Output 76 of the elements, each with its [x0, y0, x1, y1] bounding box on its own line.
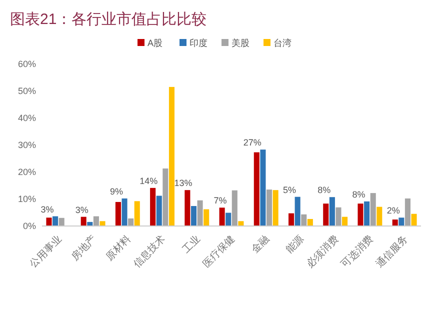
bar: [93, 216, 99, 226]
bar: [376, 206, 382, 226]
bar: [226, 212, 232, 226]
x-tick-label: 房地产: [69, 233, 99, 263]
bar: [301, 214, 307, 226]
data-label: 9%: [110, 186, 123, 196]
data-label: 8%: [318, 185, 331, 196]
bar: [404, 198, 410, 226]
bar: [323, 204, 329, 226]
x-tick-label: 信息技术: [131, 233, 168, 270]
bar: [370, 193, 376, 226]
bar: [254, 152, 260, 226]
legend-label: A股: [148, 38, 163, 48]
chart-title: 图表21：各行业市值占比比较: [10, 11, 207, 28]
bar: [80, 216, 86, 226]
bar: [364, 201, 370, 226]
y-tick-label: 30%: [18, 140, 36, 150]
bar: [266, 190, 272, 226]
bar: [294, 196, 300, 226]
y-tick-label: 0%: [22, 221, 36, 232]
bar: [46, 218, 52, 226]
x-tick-label: 原材料: [104, 233, 134, 263]
bar: [58, 218, 64, 226]
bar: [168, 86, 174, 226]
legend-label: 台湾: [274, 38, 292, 48]
data-label: 2%: [386, 206, 400, 216]
bar: [150, 188, 156, 226]
data-label: 13%: [174, 178, 192, 188]
y-tick-label: 60%: [18, 59, 36, 70]
data-label: 5%: [283, 184, 296, 195]
bar: [197, 200, 203, 226]
bar: [288, 213, 294, 226]
bar: [134, 201, 140, 226]
x-tick-label: 金融: [249, 233, 272, 256]
bar: [156, 196, 162, 226]
legend-label: 印度: [190, 38, 208, 48]
bar: [122, 198, 128, 226]
bar: [342, 216, 348, 226]
bar: [272, 190, 278, 226]
bar: [398, 218, 404, 226]
y-tick-label: 40%: [18, 113, 36, 124]
x-tick-label: 必须消费: [304, 233, 341, 270]
x-tick-label: 能源: [284, 233, 306, 256]
bar: [190, 206, 197, 226]
x-tick-label: 通信服务: [373, 233, 410, 270]
y-tick-label: 20%: [18, 167, 36, 178]
bar: [329, 197, 335, 226]
bar: [115, 202, 121, 226]
y-tick-label: 10%: [18, 194, 36, 204]
data-label: 27%: [243, 138, 262, 148]
data-label: 8%: [352, 189, 366, 200]
x-tick-label: 公用事业: [27, 233, 64, 270]
y-tick-label: 50%: [18, 86, 36, 96]
legend-label: 美股: [232, 38, 250, 48]
x-tick-label: 医疗保健: [200, 233, 238, 270]
data-label: 3%: [75, 204, 88, 215]
bar: [204, 209, 210, 226]
bar: [358, 204, 364, 226]
bar: [260, 150, 266, 226]
x-tick-label: 可选消费: [338, 233, 376, 270]
bar: [307, 218, 313, 226]
bar: [232, 190, 238, 226]
data-label: 7%: [214, 196, 227, 206]
x-tick-label: 工业: [180, 233, 203, 256]
bar: [392, 220, 398, 226]
data-label: 3%: [40, 204, 54, 214]
bar: [336, 207, 342, 226]
bar: [128, 218, 134, 226]
bar: [238, 221, 244, 226]
bar: [100, 221, 106, 226]
data-label: 14%: [140, 176, 158, 186]
bar: [184, 190, 190, 226]
bar: [52, 216, 58, 226]
bar: [411, 214, 417, 226]
bar: [219, 208, 225, 226]
bar: [162, 168, 168, 226]
